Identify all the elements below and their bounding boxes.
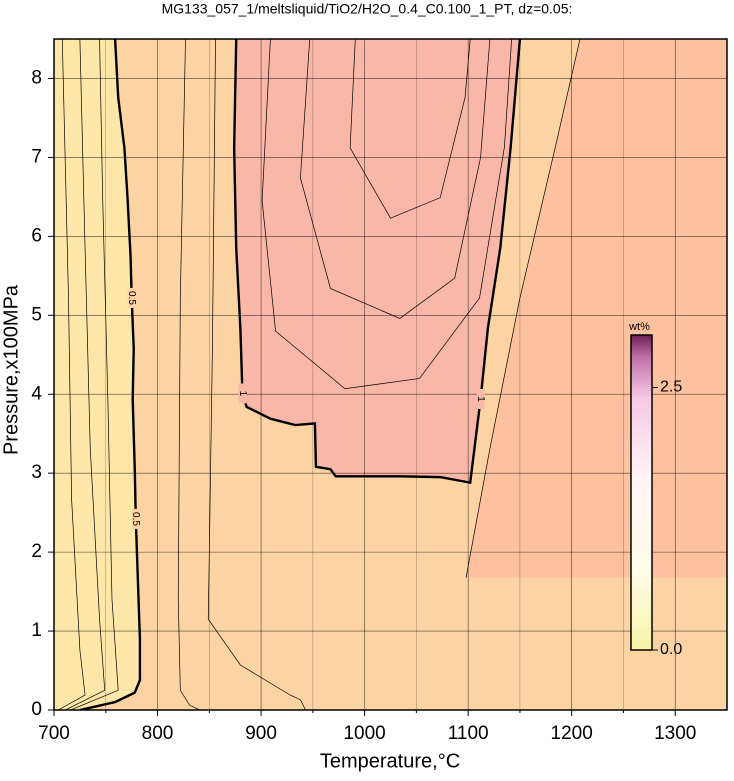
contour-label: 0.5: [126, 291, 137, 305]
y-tick-label: 1: [31, 620, 42, 641]
x-tick-label: 1000: [343, 723, 385, 744]
x-axis-label: Temperature,°C: [320, 750, 460, 772]
contour-label: 0.5: [130, 512, 141, 526]
y-tick-label: 7: [31, 146, 42, 167]
y-tick-label: 2: [31, 541, 42, 562]
x-tick-label: 1300: [654, 723, 696, 744]
x-tick-label: 900: [245, 723, 277, 744]
x-tick-label: 700: [38, 723, 70, 744]
contour-line: [261, 39, 512, 390]
x-tick-label: 1100: [448, 723, 489, 744]
y-tick-label: 4: [31, 383, 42, 404]
contour-line: [300, 39, 491, 319]
contour-label-bg: [476, 388, 485, 409]
contour-fill: [466, 39, 727, 578]
colorbar-tick-label: 2.5: [660, 379, 682, 396]
chart-title: MG133_057_1/meltsliquid/TiO2/H2O_0.4_C0.…: [162, 1, 573, 17]
contour-line: [57, 39, 86, 710]
colorbar-tick-label: 0.0: [660, 641, 682, 658]
y-tick-label: 5: [31, 304, 42, 325]
contour-line: [70, 39, 119, 710]
colorbar: [630, 334, 653, 651]
contour-fill: [234, 39, 520, 483]
contour-label: 1: [237, 391, 248, 397]
contour-line: [349, 39, 471, 219]
contour-label-bg: [238, 383, 247, 404]
y-axis-label: Pressure,x100MPa: [0, 284, 22, 455]
contour-line: [177, 39, 201, 710]
plot-frame: [53, 38, 728, 711]
contour-line: [207, 39, 306, 710]
contour-line: [65, 39, 106, 710]
x-tick-label: 1200: [551, 723, 593, 744]
contour-label-bg: [131, 508, 140, 529]
x-tick-label: 800: [142, 723, 174, 744]
bold-contour: [232, 39, 522, 485]
contour-label-bg: [127, 287, 136, 308]
bold-contour: [79, 39, 142, 710]
y-tick-label: 8: [31, 67, 42, 88]
contour-label: 1: [475, 396, 486, 402]
y-tick-label: 0: [31, 699, 42, 720]
colorbar-label: wt%: [628, 321, 650, 333]
y-tick-label: 6: [31, 225, 42, 246]
axes: 700 800 900 1000 1100 1200 1300 0 1 2 3 4 5 6 7 8 wt% 0.0…: [31, 38, 728, 744]
plot-area: 0.5 0.5 1 1: [54, 39, 727, 710]
contour-line: [465, 39, 581, 578]
y-tick-label: 3: [31, 462, 42, 483]
